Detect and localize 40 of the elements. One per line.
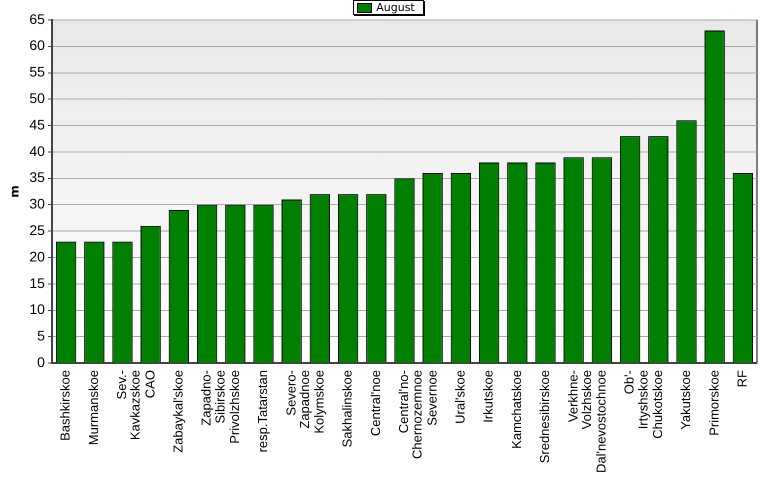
y-tick-label: 50 xyxy=(29,90,46,106)
x-tick-label: Ob'- Irtyshskoe xyxy=(622,370,650,430)
y-tick-label: 25 xyxy=(29,222,46,238)
x-tick-label: Verkhne- Volzhskoe xyxy=(565,370,594,430)
x-tick-label: Sev.- Kavkazskoe xyxy=(114,370,143,440)
x-tick-label: Srednesibirskoe xyxy=(537,370,552,464)
x-tick-label: Central'no- Chernozemnoe xyxy=(396,370,425,459)
y-tick-label: 0 xyxy=(37,354,46,370)
x-tick-label: Central'noe xyxy=(368,370,383,436)
y-tick-label: 20 xyxy=(29,248,46,264)
x-tick-label: Bashkirskoe xyxy=(58,370,73,441)
x-tick-label: Kamchatskoe xyxy=(508,370,524,449)
y-tick-label: 60 xyxy=(29,37,46,54)
x-tick-label: Chukotskoe xyxy=(650,370,665,439)
x-tick-label: Yakutskoe xyxy=(678,370,694,430)
x-tick-label: resp.Tatarstan xyxy=(255,370,270,452)
x-tick-label: Primorskoe xyxy=(706,370,722,436)
x-tick-label: Zapadno- Sibirskoe xyxy=(198,370,228,426)
x-tick-label: Sakhalinskoe xyxy=(340,370,355,448)
y-tick-label: 10 xyxy=(29,301,46,318)
y-tick-label: 15 xyxy=(29,274,46,291)
x-tick-label: CAO xyxy=(142,370,158,398)
y-tick-label: 30 xyxy=(29,196,46,212)
text: August xyxy=(376,1,415,14)
y-tick-label: 55 xyxy=(29,64,46,80)
x-tick-label: Zabaykal'skoe xyxy=(170,370,186,453)
x-tick-label: RF xyxy=(734,370,750,388)
x-tick-label: Kolymskoe xyxy=(311,370,326,434)
x-tick-label: Privolzhskoe xyxy=(226,370,242,444)
x-tick-label: Dal'nevostochnoe xyxy=(593,370,608,474)
y-tick-label: 65 xyxy=(29,10,46,27)
y-tick-label: 45 xyxy=(29,116,46,132)
x-tick-label: Irkutskoe xyxy=(480,370,496,423)
x-tick-label: Ural'skoe xyxy=(452,370,468,424)
x-tick-label: Severnoe xyxy=(424,370,440,426)
y-tick-label: 40 xyxy=(29,142,46,159)
y-axis-title: m xyxy=(7,185,22,198)
y-tick-label: 35 xyxy=(29,169,46,186)
x-tick-label: Murmanskoe xyxy=(86,370,101,446)
y-tick-label: 5 xyxy=(37,328,46,344)
